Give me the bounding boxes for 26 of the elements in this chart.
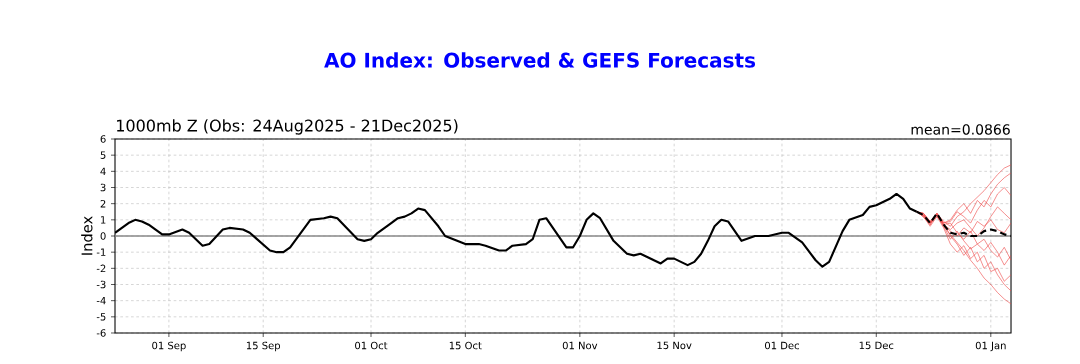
- y-tick-label: 5: [100, 151, 106, 159]
- text: mean=0.0866: [911, 124, 1010, 135]
- x-tick-label: 01 Nov: [562, 341, 598, 350]
- y-tick-label: 4: [100, 167, 106, 175]
- y-tick-label: -3: [96, 280, 106, 289]
- y-tick-label: -5: [96, 313, 106, 321]
- x-tick-label: 15 Sep: [246, 341, 281, 352]
- y-tick-label: 6: [100, 135, 106, 143]
- y-tick-label: -4: [96, 297, 106, 305]
- y-tick-label: 2: [100, 199, 106, 208]
- x-tick-label: 01 Oct: [355, 341, 388, 350]
- y-tick-label: 0: [100, 232, 106, 240]
- chart-subtitle: 1000mb Z (Obs: 24Aug2025 - 21Dec2025): [117, 119, 458, 135]
- y-tick-label: -6: [96, 329, 106, 337]
- x-tick-label: 01 Dec: [765, 341, 799, 350]
- y-tick-label: -2: [96, 264, 106, 273]
- y-tick-label: 3: [100, 183, 106, 192]
- y-axis-title: Index: [81, 216, 93, 255]
- x-tick-label: 01 Jan: [975, 341, 1006, 352]
- x-tick-label: 01 Sep: [152, 341, 186, 352]
- x-tick-label: 15 Nov: [657, 341, 692, 350]
- y-tick-label: 1: [101, 216, 106, 224]
- chart-title: AO Index: Observed & GEFS Forecasts: [324, 52, 756, 68]
- x-tick-label: 15 Oct: [449, 341, 482, 350]
- x-tick-label: 15 Dec: [859, 341, 894, 350]
- y-tick-label: -1: [96, 248, 106, 256]
